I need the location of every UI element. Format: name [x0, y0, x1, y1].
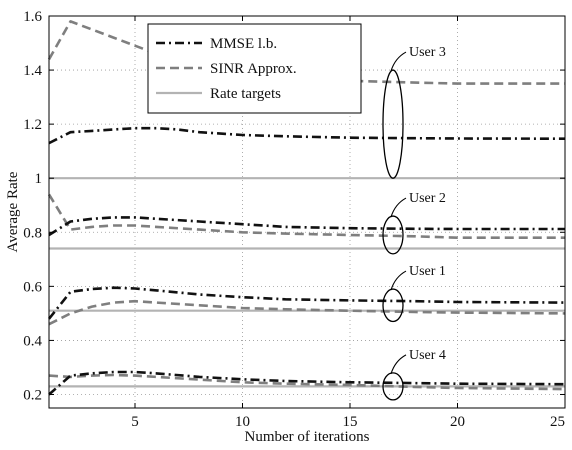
legend-label-mmse-l-b: MMSE l.b. — [210, 36, 277, 52]
annotation-pointer-user-4 — [390, 354, 407, 375]
legend-box — [147, 23, 362, 114]
x-axis-label: Number of iterations — [245, 429, 370, 445]
plot-frame — [48, 15, 566, 409]
x-tick-label: 15 — [343, 414, 358, 430]
y-tick-label: 1.6 — [23, 9, 42, 25]
annotation-ellipse-user-4 — [382, 372, 404, 401]
series-line-user-3-sinr-approx — [47, 20, 565, 85]
annotation-label-user-3: User 3 — [409, 45, 446, 60]
annotation-ellipse-user-3 — [382, 69, 404, 179]
x-tick-label: 10 — [235, 414, 250, 430]
series-line-user-4-mmse-l-b — [48, 370, 566, 396]
x-tick-label: 5 — [131, 414, 139, 430]
y-tick-label: 1.2 — [23, 117, 42, 133]
annotation-ellipse-user-2 — [382, 215, 404, 255]
x-tick-label: 20 — [450, 414, 465, 430]
annotations: User 3 User 2 User 1 User 4 — [382, 45, 446, 401]
y-tick-label: 0.2 — [23, 387, 42, 403]
y-tick-label: 1 — [35, 171, 43, 187]
x-tick-label: 25 — [550, 414, 565, 430]
legend: MMSE l.b. SINR Approx. Rate targets — [147, 23, 362, 114]
y-tick-label: 1.4 — [23, 63, 42, 79]
annotation-label-user-2: User 2 — [409, 191, 446, 206]
y-tick-label: 0.4 — [23, 333, 42, 349]
annotation-label-user-1: User 1 — [409, 264, 446, 279]
series-line-user-1-mmse-l-b — [47, 286, 566, 320]
annotation-label-user-4: User 4 — [409, 348, 446, 363]
series-line-user-2-sinr-approx — [47, 193, 565, 239]
axis-ticks: 5 10 15 20 25 0.2 0.4 0.6 0.8 1 1.2 1.4 1.6 — [23, 9, 566, 430]
y-axis-label: Average Rate — [5, 171, 21, 252]
legend-label-rate-targets: Rate targets — [210, 86, 281, 102]
series-line-user-3-mmse-l-b — [48, 126, 566, 145]
legend-label-sinr-approx: SINR Approx. — [210, 61, 297, 77]
annotation-pointer-user-2 — [390, 197, 407, 218]
series-line-user-1-sinr-approx — [48, 299, 566, 326]
annotation-ellipse-user-1 — [382, 288, 404, 323]
y-tick-label: 0.8 — [23, 225, 42, 241]
y-tick-label: 0.6 — [23, 279, 42, 295]
series-lines — [47, 20, 566, 396]
series-line-user-4-sinr-approx — [48, 373, 566, 391]
series-line-user-2-mmse-l-b — [48, 216, 565, 237]
annotation-pointer-user-1 — [390, 270, 407, 291]
annotation-pointer-user-3 — [390, 51, 407, 72]
